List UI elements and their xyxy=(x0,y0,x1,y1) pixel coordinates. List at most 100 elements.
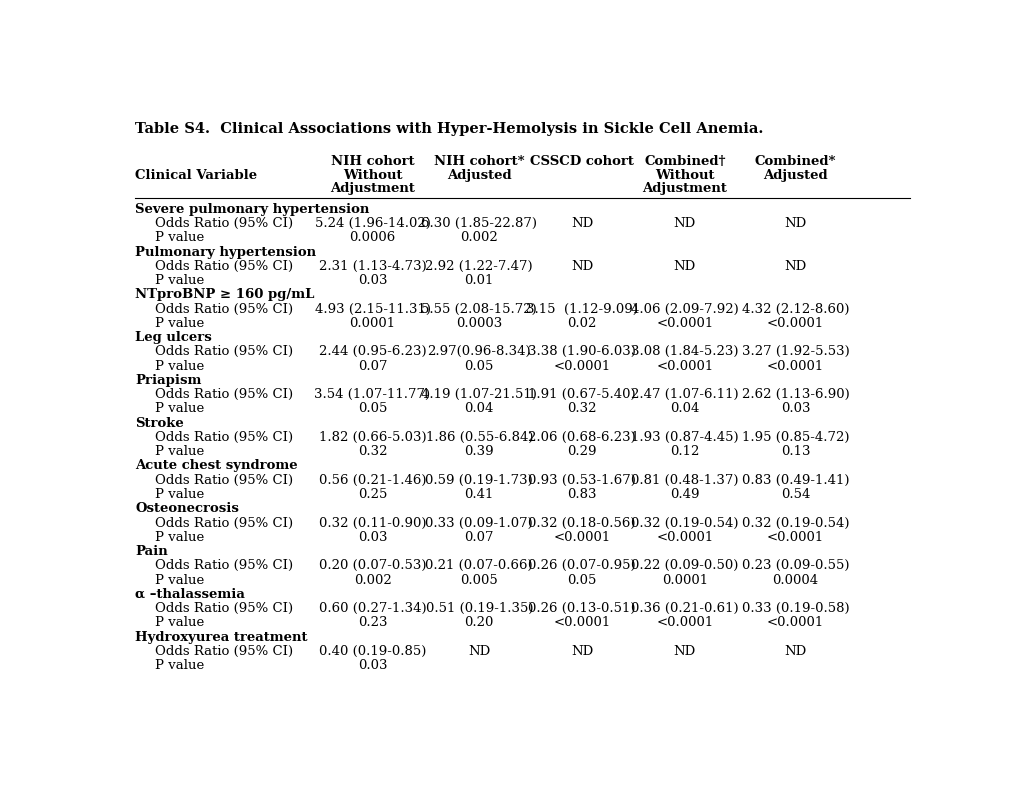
Text: 0.002: 0.002 xyxy=(354,574,391,586)
Text: α –thalassemia: α –thalassemia xyxy=(136,588,245,600)
Text: P value: P value xyxy=(155,274,204,287)
Text: 0.21 (0.07-0.66): 0.21 (0.07-0.66) xyxy=(425,559,533,572)
Text: P value: P value xyxy=(155,317,204,330)
Text: 0.93 (0.53-1.67): 0.93 (0.53-1.67) xyxy=(528,474,636,487)
Text: 0.56 (0.21-1.46): 0.56 (0.21-1.46) xyxy=(319,474,426,487)
Text: Odds Ratio (95% CI): Odds Ratio (95% CI) xyxy=(155,217,293,230)
Text: 0.33 (0.09-1.07): 0.33 (0.09-1.07) xyxy=(425,516,533,530)
Text: P value: P value xyxy=(155,616,204,630)
Text: Osteonecrosis: Osteonecrosis xyxy=(136,502,239,515)
Text: <0.0001: <0.0001 xyxy=(655,317,712,330)
Text: 4.93 (2.15-11.31): 4.93 (2.15-11.31) xyxy=(314,303,430,316)
Text: 2.97(0.96-8.34): 2.97(0.96-8.34) xyxy=(427,345,531,359)
Text: Odds Ratio (95% CI): Odds Ratio (95% CI) xyxy=(155,602,293,615)
Text: NIH cohort*: NIH cohort* xyxy=(433,155,524,168)
Text: ND: ND xyxy=(784,217,806,230)
Text: Clinical Variable: Clinical Variable xyxy=(136,169,257,181)
Text: 2.92 (1.22-7.47): 2.92 (1.22-7.47) xyxy=(425,260,533,273)
Text: 5.55 (2.08-15.72): 5.55 (2.08-15.72) xyxy=(421,303,537,316)
Text: Odds Ratio (95% CI): Odds Ratio (95% CI) xyxy=(155,388,293,401)
Text: Pulmonary hypertension: Pulmonary hypertension xyxy=(136,246,316,258)
Text: 0.59 (0.19-1.73): 0.59 (0.19-1.73) xyxy=(425,474,533,487)
Text: ND: ND xyxy=(784,645,806,658)
Text: 0.03: 0.03 xyxy=(358,531,387,544)
Text: 0.25: 0.25 xyxy=(358,488,387,501)
Text: 0.32: 0.32 xyxy=(358,445,387,458)
Text: ND: ND xyxy=(571,260,593,273)
Text: 1.91 (0.67-5.40): 1.91 (0.67-5.40) xyxy=(528,388,635,401)
Text: 0.002: 0.002 xyxy=(460,232,497,244)
Text: <0.0001: <0.0001 xyxy=(553,616,610,630)
Text: 0.03: 0.03 xyxy=(780,403,809,415)
Text: <0.0001: <0.0001 xyxy=(655,531,712,544)
Text: 0.60 (0.27-1.34): 0.60 (0.27-1.34) xyxy=(318,602,426,615)
Text: 0.40 (0.19-0.85): 0.40 (0.19-0.85) xyxy=(319,645,426,658)
Text: Without: Without xyxy=(654,169,714,181)
Text: 0.51 (0.19-1.35): 0.51 (0.19-1.35) xyxy=(425,602,533,615)
Text: 0.13: 0.13 xyxy=(780,445,809,458)
Text: 0.0001: 0.0001 xyxy=(661,574,707,586)
Text: 0.33 (0.19-0.58): 0.33 (0.19-0.58) xyxy=(741,602,849,615)
Text: ND: ND xyxy=(673,645,695,658)
Text: <0.0001: <0.0001 xyxy=(553,531,610,544)
Text: ND: ND xyxy=(571,645,593,658)
Text: <0.0001: <0.0001 xyxy=(766,359,823,373)
Text: 0.03: 0.03 xyxy=(358,274,387,287)
Text: 0.0006: 0.0006 xyxy=(350,232,395,244)
Text: CSSCD cohort: CSSCD cohort xyxy=(530,155,634,168)
Text: Odds Ratio (95% CI): Odds Ratio (95% CI) xyxy=(155,431,293,444)
Text: 4.06 (2.09-7.92): 4.06 (2.09-7.92) xyxy=(631,303,738,316)
Text: P value: P value xyxy=(155,531,204,544)
Text: Odds Ratio (95% CI): Odds Ratio (95% CI) xyxy=(155,345,293,359)
Text: <0.0001: <0.0001 xyxy=(553,359,610,373)
Text: 3.27 (1.92-5.53): 3.27 (1.92-5.53) xyxy=(741,345,849,359)
Text: 3.08 (1.84-5.23): 3.08 (1.84-5.23) xyxy=(631,345,738,359)
Text: 0.32 (0.18-0.56): 0.32 (0.18-0.56) xyxy=(528,516,635,530)
Text: Odds Ratio (95% CI): Odds Ratio (95% CI) xyxy=(155,645,293,658)
Text: 0.12: 0.12 xyxy=(669,445,699,458)
Text: Adjustment: Adjustment xyxy=(330,182,415,195)
Text: 0.23 (0.09-0.55): 0.23 (0.09-0.55) xyxy=(741,559,849,572)
Text: NTproBNP ≥ 160 pg/mL: NTproBNP ≥ 160 pg/mL xyxy=(136,288,315,301)
Text: 2.62 (1.13-6.90): 2.62 (1.13-6.90) xyxy=(741,388,849,401)
Text: 0.0001: 0.0001 xyxy=(350,317,395,330)
Text: 1.82 (0.66-5.03): 1.82 (0.66-5.03) xyxy=(318,431,426,444)
Text: 0.20: 0.20 xyxy=(464,616,493,630)
Text: Odds Ratio (95% CI): Odds Ratio (95% CI) xyxy=(155,474,293,487)
Text: Odds Ratio (95% CI): Odds Ratio (95% CI) xyxy=(155,516,293,530)
Text: 0.05: 0.05 xyxy=(358,403,387,415)
Text: 0.0003: 0.0003 xyxy=(455,317,502,330)
Text: 0.49: 0.49 xyxy=(669,488,699,501)
Text: Pain: Pain xyxy=(136,545,168,558)
Text: Combined†: Combined† xyxy=(643,155,725,168)
Text: Odds Ratio (95% CI): Odds Ratio (95% CI) xyxy=(155,260,293,273)
Text: P value: P value xyxy=(155,659,204,672)
Text: P value: P value xyxy=(155,488,204,501)
Text: 2.06 (0.68-6.23): 2.06 (0.68-6.23) xyxy=(528,431,635,444)
Text: <0.0001: <0.0001 xyxy=(766,531,823,544)
Text: Odds Ratio (95% CI): Odds Ratio (95% CI) xyxy=(155,303,293,316)
Text: Hydroxyurea treatment: Hydroxyurea treatment xyxy=(136,630,308,644)
Text: <0.0001: <0.0001 xyxy=(766,317,823,330)
Text: 0.36 (0.21-0.61): 0.36 (0.21-0.61) xyxy=(631,602,738,615)
Text: 0.22 (0.09-0.50): 0.22 (0.09-0.50) xyxy=(631,559,738,572)
Text: 5.24 (1.96-14.02): 5.24 (1.96-14.02) xyxy=(314,217,430,230)
Text: P value: P value xyxy=(155,574,204,586)
Text: 0.05: 0.05 xyxy=(567,574,596,586)
Text: <0.0001: <0.0001 xyxy=(655,616,712,630)
Text: ND: ND xyxy=(468,645,490,658)
Text: Odds Ratio (95% CI): Odds Ratio (95% CI) xyxy=(155,559,293,572)
Text: 0.03: 0.03 xyxy=(358,659,387,672)
Text: 4.19 (1.07-21.51): 4.19 (1.07-21.51) xyxy=(421,388,537,401)
Text: 0.02: 0.02 xyxy=(567,317,596,330)
Text: Priapism: Priapism xyxy=(136,374,202,387)
Text: Adjusted: Adjusted xyxy=(762,169,827,181)
Text: ND: ND xyxy=(571,217,593,230)
Text: 0.01: 0.01 xyxy=(464,274,493,287)
Text: 0.32 (0.19-0.54): 0.32 (0.19-0.54) xyxy=(741,516,849,530)
Text: P value: P value xyxy=(155,359,204,373)
Text: 0.0004: 0.0004 xyxy=(771,574,817,586)
Text: Adjusted: Adjusted xyxy=(446,169,512,181)
Text: 0.29: 0.29 xyxy=(567,445,596,458)
Text: <0.0001: <0.0001 xyxy=(766,616,823,630)
